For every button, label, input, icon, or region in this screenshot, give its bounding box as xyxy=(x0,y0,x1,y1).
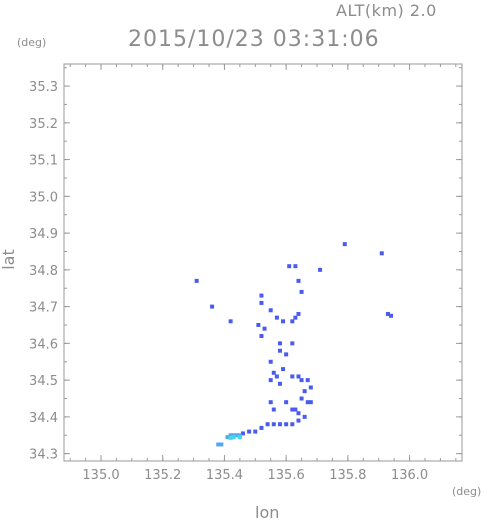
echo-point xyxy=(277,422,282,427)
echo-point xyxy=(277,341,282,346)
echo-point xyxy=(194,278,199,283)
y-tick-label: 34.5 xyxy=(29,374,58,389)
x-axis-unit: (deg) xyxy=(452,485,482,498)
echo-point xyxy=(277,381,282,386)
data-points xyxy=(194,242,394,447)
x-tick-label: 135.8 xyxy=(329,468,366,483)
x-tick-label: 135.0 xyxy=(82,468,119,483)
echo-point xyxy=(228,433,233,438)
echo-point xyxy=(287,264,292,269)
y-tick-label: 34.4 xyxy=(29,411,58,426)
y-tick-label: 35.3 xyxy=(29,80,58,95)
plot-frame xyxy=(63,63,463,462)
echo-point xyxy=(302,414,307,419)
echo-point xyxy=(299,396,304,401)
echo-point xyxy=(379,251,384,256)
echo-point xyxy=(296,374,301,379)
echo-point xyxy=(262,326,267,331)
y-tick-label: 35.0 xyxy=(29,190,58,205)
x-tick-label: 135.2 xyxy=(144,468,181,483)
echo-point xyxy=(271,422,276,427)
echo-point xyxy=(290,407,295,412)
x-tick-label: 135.6 xyxy=(268,468,305,483)
x-tick-label: 135.4 xyxy=(206,468,243,483)
echo-point xyxy=(299,378,304,383)
altitude-label: ALT(km) 2.0 xyxy=(336,1,437,20)
echo-point xyxy=(290,422,295,427)
x-tick-label: 136.0 xyxy=(391,468,428,483)
echo-point xyxy=(342,242,347,247)
echo-point xyxy=(210,304,215,309)
echo-point xyxy=(219,442,224,447)
echo-point xyxy=(290,341,295,346)
echo-point xyxy=(237,435,242,440)
echo-point xyxy=(296,411,301,416)
echo-point xyxy=(290,374,295,379)
echo-point xyxy=(231,435,236,440)
echo-point xyxy=(293,264,298,269)
echo-point xyxy=(284,352,289,357)
echo-point xyxy=(308,385,313,390)
echo-point xyxy=(299,289,304,294)
echo-point xyxy=(296,418,301,423)
y-tick-label: 34.3 xyxy=(29,448,58,463)
echo-point xyxy=(385,311,390,316)
echo-point xyxy=(253,429,258,434)
echo-point xyxy=(302,389,307,394)
echo-point xyxy=(268,308,273,313)
echo-point xyxy=(265,422,270,427)
echo-point xyxy=(247,429,252,434)
echo-point xyxy=(274,374,279,379)
echo-point xyxy=(305,400,310,405)
echo-point xyxy=(290,319,295,324)
echo-point xyxy=(259,300,264,305)
echo-point xyxy=(308,400,313,405)
y-tick-label: 35.2 xyxy=(29,117,58,132)
echo-point xyxy=(234,433,239,438)
y-tick-label: 35.1 xyxy=(29,154,58,169)
y-tick-label: 34.7 xyxy=(29,301,58,316)
echo-point xyxy=(318,267,323,272)
echo-point xyxy=(293,407,298,412)
y-tick-label: 34.9 xyxy=(29,227,58,242)
echo-point xyxy=(281,319,286,324)
echo-point xyxy=(240,431,245,436)
echo-point xyxy=(268,378,273,383)
echo-point xyxy=(259,425,264,430)
y-tick-label: 34.6 xyxy=(29,337,58,352)
echo-point xyxy=(268,400,273,405)
echo-point xyxy=(225,435,230,440)
echo-point xyxy=(228,435,233,440)
echo-point xyxy=(256,322,261,327)
echo-point xyxy=(274,315,279,320)
y-tick-label: 34.8 xyxy=(29,264,58,279)
echo-point xyxy=(296,278,301,283)
echo-point xyxy=(284,400,289,405)
echo-point xyxy=(259,334,264,339)
echo-point xyxy=(277,348,282,353)
echo-point xyxy=(259,293,264,298)
y-axis-unit: (deg) xyxy=(17,36,47,49)
echo-point xyxy=(281,367,286,372)
echo-point xyxy=(389,313,394,318)
echo-point xyxy=(284,422,289,427)
x-axis-label: lon xyxy=(255,503,280,522)
echo-point xyxy=(271,370,276,375)
echo-point xyxy=(268,359,273,364)
echo-point xyxy=(305,378,310,383)
echo-point xyxy=(216,442,221,447)
echo-point xyxy=(271,407,276,412)
echo-point xyxy=(228,319,233,324)
axis-ticks: 135.0 135.2 135.4 135.6 135.8 136.0 34.3 34.4 34… xyxy=(29,64,462,483)
chart-timestamp-title: 2015/10/23 03:31:06 xyxy=(128,27,380,52)
echo-point xyxy=(296,311,301,316)
echo-point xyxy=(293,315,298,320)
